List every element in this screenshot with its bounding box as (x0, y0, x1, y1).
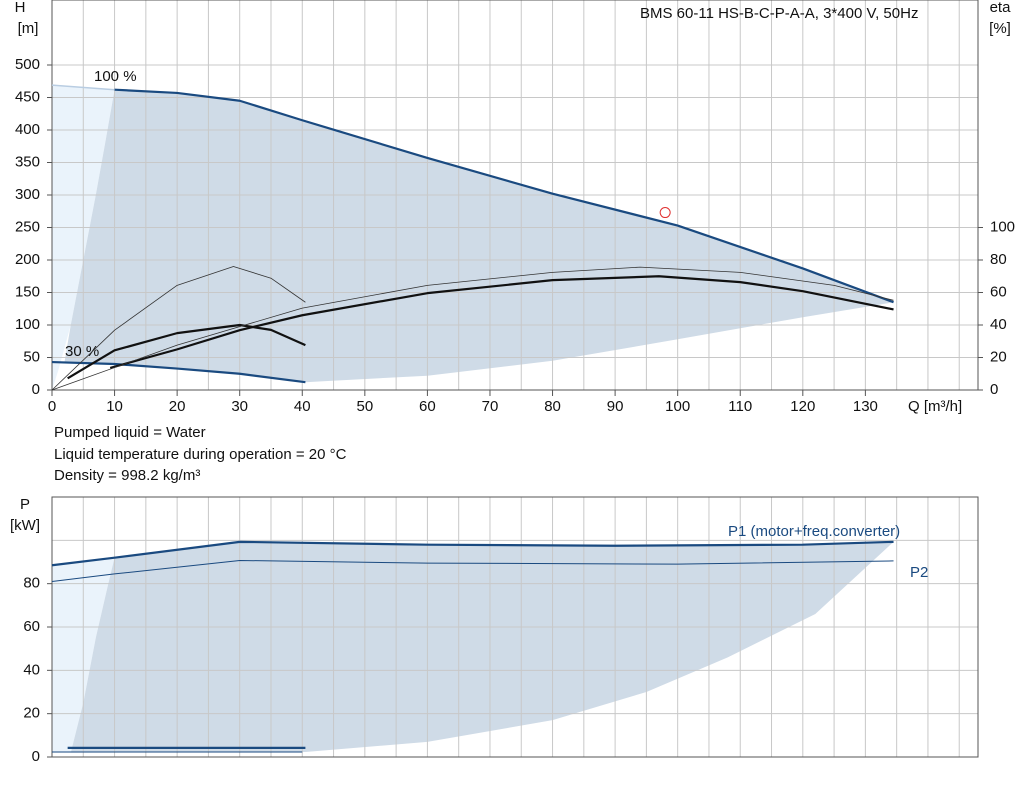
y-axis-label: P (20, 496, 30, 513)
info-line: Liquid temperature during operation = 20… (54, 446, 347, 463)
y2-tick-label: 0 (990, 381, 998, 398)
legend-label: P1 (motor+freq.converter) (728, 523, 900, 540)
curve (51, 266, 306, 391)
y-tick-label: 150 (15, 283, 40, 300)
x-tick-label: 80 (544, 398, 561, 415)
x-tick-label: 10 (106, 398, 123, 415)
y2-tick-label: 60 (990, 283, 1007, 300)
y2-tick-label: 20 (990, 348, 1007, 365)
y-tick-label: 50 (23, 348, 40, 365)
y-tick-label: 0 (32, 748, 40, 765)
y-axis-unit: [m] (18, 20, 39, 37)
y-tick-label: 500 (15, 56, 40, 73)
curve (51, 540, 894, 567)
y-tick-label: 20 (23, 705, 40, 722)
info-line: Density = 998.2 kg/m³ (54, 467, 200, 484)
y-tick-label: 100 (15, 316, 40, 333)
y-axis-unit: [kW] (10, 517, 40, 534)
x-tick-label: 100 (665, 398, 690, 415)
operating-region (70, 541, 894, 753)
y-tick-label: 0 (32, 381, 40, 398)
y2-axis-label: eta (990, 0, 1012, 16)
y-tick-label: 350 (15, 153, 40, 170)
y-tick-label: 40 (23, 661, 40, 678)
y2-tick-label: 100 (990, 218, 1015, 235)
info-line: Pumped liquid = Water (54, 424, 206, 441)
x-tick-label: 20 (169, 398, 186, 415)
y-axis-label: H (15, 0, 26, 16)
x-tick-label: 50 (356, 398, 373, 415)
x-tick-label: 110 (728, 398, 752, 415)
x-axis-label: Q [m³/h] (908, 398, 962, 415)
y-tick-label: 400 (15, 121, 40, 138)
x-tick-label: 130 (853, 398, 878, 415)
curve (109, 275, 894, 369)
y2-axis-unit: [%] (989, 20, 1011, 37)
x-tick-label: 40 (294, 398, 311, 415)
y-tick-label: 80 (23, 575, 40, 592)
curve (51, 559, 894, 582)
y-tick-label: 60 (23, 618, 40, 635)
y-tick-label: 200 (15, 251, 40, 268)
duty-point (659, 207, 671, 219)
y-tick-label: 450 (15, 88, 40, 105)
x-tick-label: 30 (231, 398, 248, 415)
x-tick-label: 90 (607, 398, 624, 415)
y-tick-label: 250 (15, 218, 40, 235)
curve (51, 266, 894, 391)
annotation: 100 % (94, 68, 137, 85)
x-tick-label: 70 (482, 398, 499, 415)
x-tick-label: 0 (48, 398, 56, 415)
x-tick-label: 120 (790, 398, 815, 415)
curve (114, 88, 894, 304)
x-tick-label: 60 (419, 398, 436, 415)
legend-label: P2 (910, 564, 928, 581)
annotation: 30 % (65, 343, 99, 360)
y-tick-label: 300 (15, 186, 40, 203)
curve (51, 84, 115, 91)
y2-tick-label: 80 (990, 251, 1007, 268)
chart-title: BMS 60-11 HS-B-C-P-A-A, 3*400 V, 50Hz (640, 5, 918, 22)
curve (67, 323, 306, 380)
y2-tick-label: 40 (990, 316, 1007, 333)
